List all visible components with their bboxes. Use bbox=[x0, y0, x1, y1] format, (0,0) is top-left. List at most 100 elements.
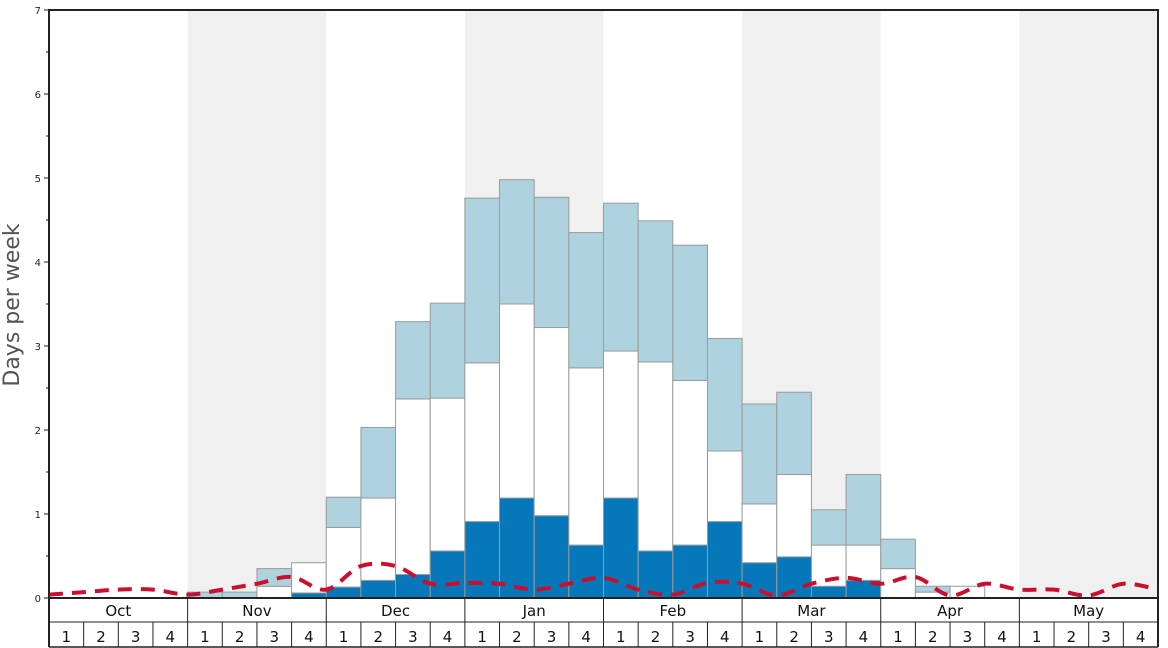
week-label: 2 bbox=[96, 628, 106, 646]
average-line-path bbox=[48, 561, 1159, 598]
bar-mid-week-11 bbox=[395, 398, 431, 575]
month-label-oct: Oct bbox=[105, 602, 131, 620]
y-tick-label: 0 bbox=[35, 594, 41, 605]
bar-light-week-22 bbox=[776, 391, 812, 476]
week-label: 1 bbox=[200, 628, 210, 646]
week-label: 1 bbox=[477, 628, 487, 646]
bar-dark-week-16 bbox=[568, 544, 604, 599]
week-label: 3 bbox=[408, 628, 418, 646]
week-label: 1 bbox=[893, 628, 903, 646]
week-label: 3 bbox=[269, 628, 279, 646]
week-label: 2 bbox=[789, 628, 799, 646]
bar-light-week-18 bbox=[637, 220, 674, 363]
week-label: 1 bbox=[1032, 628, 1042, 646]
bar-light-week-11 bbox=[395, 321, 431, 400]
week-label: 4 bbox=[304, 628, 314, 646]
week-label: 3 bbox=[685, 628, 695, 646]
bar-mid-week-19 bbox=[672, 379, 708, 546]
bar-dark-week-23 bbox=[810, 585, 847, 599]
week-label: 3 bbox=[963, 628, 973, 646]
week-label: 2 bbox=[928, 628, 938, 646]
y-axis: 0 1 2 3 4 5 6 7 bbox=[35, 6, 49, 605]
bar-dark-week-12 bbox=[429, 550, 466, 599]
bar-mid-week-24 bbox=[845, 544, 882, 581]
bar-light-week-12 bbox=[429, 302, 466, 399]
bar-mid-week-20 bbox=[706, 450, 743, 523]
bar-light-week-9 bbox=[325, 496, 362, 528]
month-label-feb: Feb bbox=[660, 602, 687, 620]
bar-dark-week-14 bbox=[499, 497, 535, 599]
bar-mid-week-15 bbox=[533, 327, 570, 517]
bar-light-week-20 bbox=[706, 337, 743, 452]
y-tick-label: 4 bbox=[35, 258, 41, 269]
y-tick-label: 3 bbox=[35, 342, 41, 353]
bar-dark-week-11 bbox=[395, 573, 431, 599]
y-tick-label: 7 bbox=[35, 6, 41, 17]
week-label: 4 bbox=[859, 628, 869, 646]
bars bbox=[187, 179, 986, 599]
week-label: 2 bbox=[1067, 628, 1077, 646]
x-axis: Oct Nov Dec Jan Feb Mar Apr May 1 2 3 4 1 2 3 4 1 2 3 4 1 2 3 4… bbox=[48, 598, 1159, 648]
bar-light-week-21 bbox=[741, 403, 778, 505]
week-label: 1 bbox=[616, 628, 626, 646]
bar-mid-week-10 bbox=[360, 497, 397, 581]
week-label: 3 bbox=[824, 628, 834, 646]
average-line bbox=[48, 561, 1159, 598]
y-tick-label: 1 bbox=[35, 510, 41, 521]
bar-mid-week-13 bbox=[464, 362, 501, 523]
bar-light-week-24 bbox=[845, 474, 882, 546]
y-tick-label: 2 bbox=[35, 426, 41, 437]
month-label-dec: Dec bbox=[381, 602, 410, 620]
y-axis-label: Days per week bbox=[0, 223, 25, 386]
y-tick-label: 6 bbox=[35, 90, 41, 101]
week-label: 1 bbox=[339, 628, 349, 646]
month-band-may bbox=[1019, 10, 1158, 598]
bar-dark-week-13 bbox=[464, 521, 501, 599]
month-label-mar: Mar bbox=[797, 602, 826, 620]
bar-mid-week-21 bbox=[741, 503, 778, 564]
bar-light-week-10 bbox=[360, 426, 397, 499]
bar-light-week-19 bbox=[672, 244, 708, 381]
month-label-may: May bbox=[1073, 602, 1104, 620]
bar-mid-week-7 bbox=[256, 585, 293, 599]
bar-mid-week-16 bbox=[568, 367, 604, 546]
week-label: 2 bbox=[373, 628, 383, 646]
bar-dark-week-19 bbox=[672, 544, 708, 599]
bar-light-week-25 bbox=[880, 538, 916, 570]
bar-mid-week-18 bbox=[637, 361, 674, 552]
week-label: 4 bbox=[1136, 628, 1146, 646]
plot-frame bbox=[48, 9, 1159, 599]
week-label: 1 bbox=[755, 628, 765, 646]
bar-mid-week-17 bbox=[603, 350, 639, 499]
bar-light-week-17 bbox=[603, 202, 639, 352]
bar-light-week-26 bbox=[914, 585, 951, 593]
bar-light-week-14 bbox=[499, 179, 535, 305]
month-label-jan: Jan bbox=[522, 602, 546, 620]
bar-light-week-13 bbox=[464, 197, 501, 364]
week-label: 4 bbox=[166, 628, 176, 646]
month-label-apr: Apr bbox=[937, 602, 964, 620]
week-label: 4 bbox=[720, 628, 730, 646]
bar-light-week-15 bbox=[533, 196, 570, 329]
bar-mid-week-22 bbox=[776, 474, 812, 558]
week-label: 4 bbox=[581, 628, 591, 646]
bar-mid-week-14 bbox=[499, 303, 535, 499]
bar-dark-week-21 bbox=[741, 562, 778, 599]
bar-dark-week-10 bbox=[360, 579, 397, 599]
month-label-nov: Nov bbox=[242, 602, 271, 620]
week-label: 4 bbox=[443, 628, 453, 646]
week-label: 4 bbox=[997, 628, 1007, 646]
week-label: 3 bbox=[547, 628, 557, 646]
bar-light-week-16 bbox=[568, 232, 604, 369]
week-label: 3 bbox=[131, 628, 141, 646]
week-label: 2 bbox=[512, 628, 522, 646]
bar-mid-week-12 bbox=[429, 397, 466, 552]
bar-light-week-23 bbox=[810, 509, 847, 546]
y-tick-label: 5 bbox=[35, 174, 41, 185]
week-label: 2 bbox=[235, 628, 245, 646]
bar-dark-week-18 bbox=[637, 550, 674, 599]
bar-mid-week-25 bbox=[880, 568, 916, 599]
week-label: 1 bbox=[62, 628, 72, 646]
bar-dark-week-17 bbox=[603, 497, 639, 599]
